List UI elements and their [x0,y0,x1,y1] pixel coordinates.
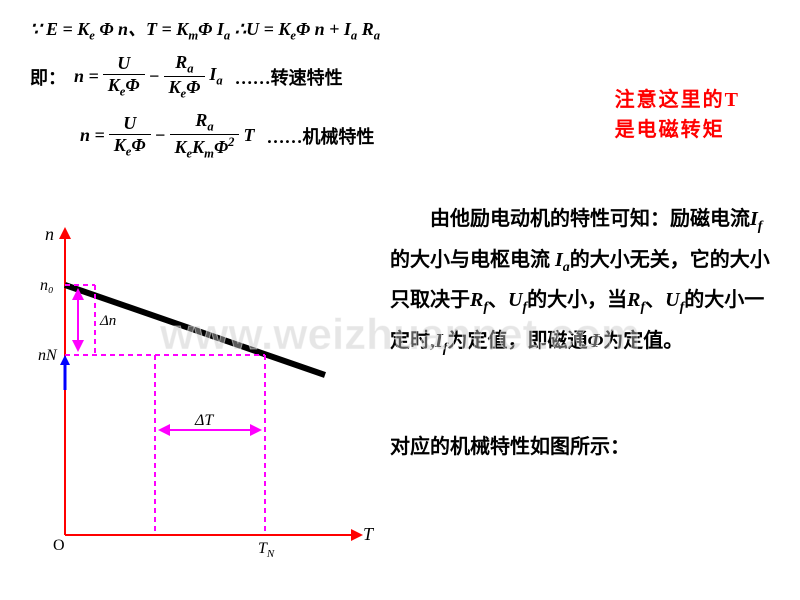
fraction-3: U KeΦ [109,113,151,160]
n0-label: n₀ [40,277,54,294]
TN-label: TN [258,540,275,560]
dn-label: Δn [99,313,116,329]
speed-char-label: ……转速特性 [235,64,343,90]
mech-char-label: ……机械特性 [266,123,374,149]
body-paragraph-1: 由他励电动机的特性可知：励磁电流If的大小与电枢电流 Ia的大小无关，它的大小只… [390,200,780,362]
y-axis-label: n [45,224,54,244]
note-red: 注意这里的T 是电磁转矩 [615,85,740,145]
because-symbol: ∵ [30,19,41,39]
nN-label: nN [38,347,58,364]
eq-label: 即： [30,64,66,90]
fraction-1: U KeΦ [103,53,145,100]
equation-line-1: ∵ E = Ke Φ n、T = KmΦ Ia ∴U = KeΦ n + Ia … [30,15,780,44]
fraction-2: Ra KeΦ [164,52,206,102]
body-paragraph-2: 对应的机械特性如图所示： [390,430,780,464]
fraction-4: Ra KeKmΦ2 [170,110,240,162]
x-axis-label: T [363,524,375,544]
characteristic-line [65,285,325,375]
therefore-symbol: ∴ [230,19,246,39]
mechanical-characteristic-chart: n T n₀ nN Δn ΔT TN O [15,215,385,570]
origin-label: O [53,537,65,554]
dT-label: ΔT [194,412,214,429]
